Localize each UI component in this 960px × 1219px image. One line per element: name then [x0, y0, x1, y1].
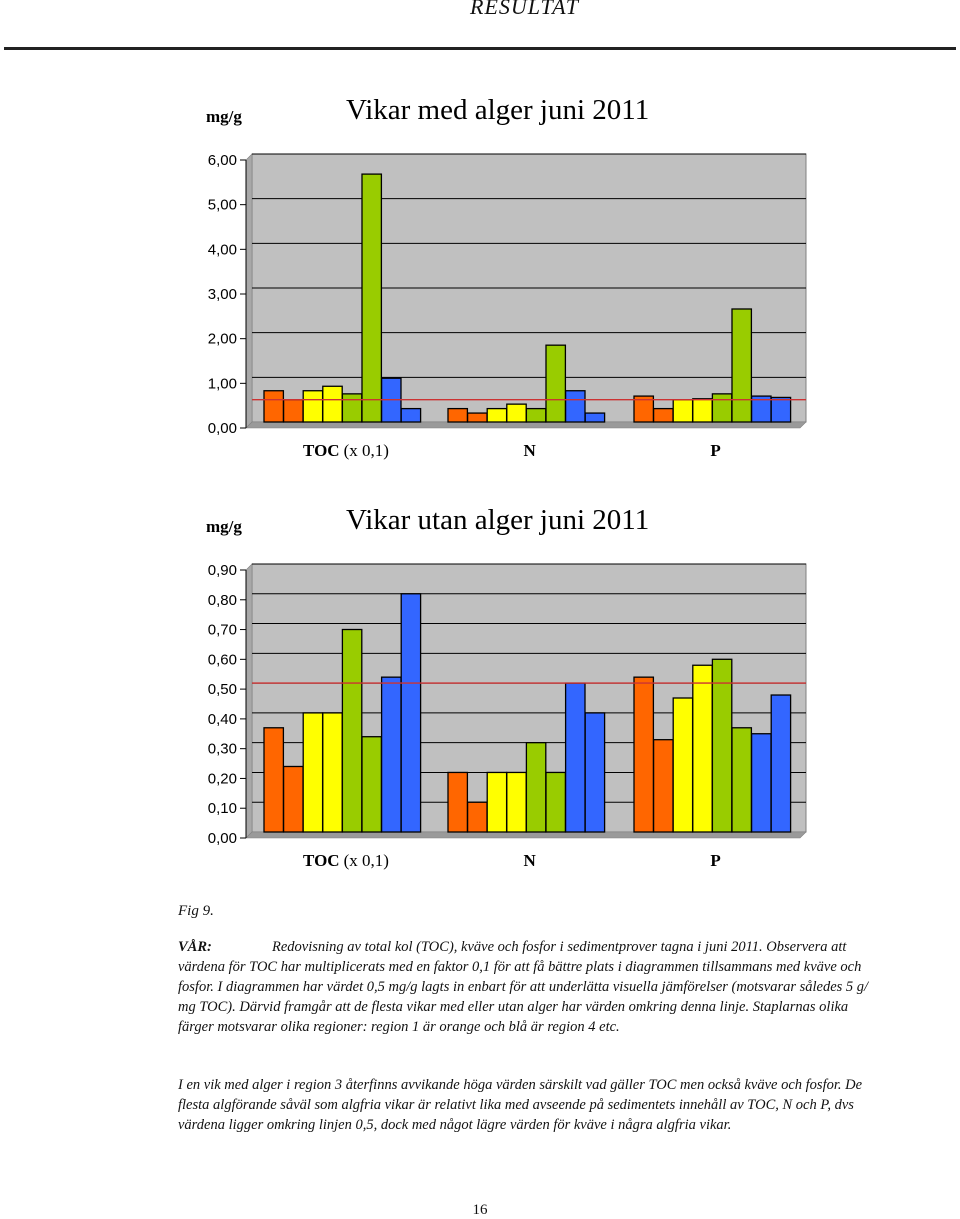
bar: [545, 771, 567, 833]
bar: [692, 398, 713, 423]
caption-season: VÅR:: [178, 939, 212, 955]
bar: [486, 771, 508, 833]
bar: [564, 682, 586, 833]
bar: [750, 733, 772, 833]
y-tick-label: 0,30: [208, 741, 237, 758]
bar: [652, 739, 674, 833]
y-tick-label: 2,00: [208, 331, 237, 348]
header-rule: [4, 47, 956, 50]
y-tick-label: 0,00: [208, 830, 237, 847]
category-suffix: (x 0,1): [344, 441, 389, 460]
bar: [545, 344, 567, 423]
bar: [711, 393, 733, 423]
chart-with-algae: 0,00 1,00 2,00 3,00 4,00 5,00 6,00 mg/g Vikar me…: [206, 94, 807, 460]
bar: [380, 676, 402, 833]
bar: [731, 308, 753, 423]
y-tick-label: 0,40: [208, 711, 237, 728]
plot-floor: [245, 421, 807, 429]
bar: [282, 765, 304, 833]
bar: [584, 412, 606, 423]
bar: [466, 412, 488, 423]
bar: [525, 407, 547, 423]
bar: [302, 712, 324, 833]
bar: [341, 628, 363, 833]
bar: [400, 407, 422, 423]
bar: [770, 396, 792, 423]
body-paragraph: I en vik med alger i region 3 återfinns …: [178, 1077, 863, 1133]
chart-title: Vikar utan alger juni 2011: [346, 504, 649, 536]
category-label: P: [710, 441, 720, 460]
bar: [466, 801, 488, 833]
bar: [564, 390, 586, 423]
y-axis-label: mg/g: [206, 107, 242, 126]
bar: [322, 712, 343, 833]
category-label: TOC: [303, 441, 340, 460]
bar: [584, 712, 606, 833]
bar: [672, 399, 694, 423]
section-title: RESULTAT: [470, 0, 580, 19]
y-tick-label: 0,00: [208, 420, 237, 437]
plot-wall: [245, 563, 253, 839]
y-tick-label: 0,10: [208, 800, 237, 817]
plot-floor: [245, 831, 807, 839]
bar: [486, 407, 508, 423]
y-axis-label: mg/g: [206, 517, 242, 536]
bar: [263, 727, 285, 833]
y-tick-label: 0,20: [208, 770, 237, 787]
plot-wall: [245, 153, 253, 429]
bar: [711, 658, 733, 833]
bar: [302, 390, 324, 423]
chart-without-algae: 0,00 0,10 0,20 0,30 0,40 0,50 0,60 0,70 0,80 0,90…: [206, 504, 807, 870]
bar: [361, 736, 383, 833]
bar: [770, 694, 792, 833]
figure-label: Fig 9.: [178, 903, 214, 919]
y-tick-label: 0,50: [208, 681, 237, 698]
category-suffix: (x 0,1): [344, 851, 389, 870]
y-tick-label: 0,80: [208, 592, 237, 609]
bar: [506, 771, 527, 833]
bar: [672, 697, 694, 833]
page-number: 16: [472, 1202, 488, 1218]
bar: [322, 385, 343, 423]
bar: [731, 727, 753, 833]
chart-title: Vikar med alger juni 2011: [346, 94, 649, 126]
y-tick-label: 6,00: [208, 152, 237, 169]
caption-text: Redovisning av total kol (TOC), kväve oc…: [178, 939, 869, 1035]
bar: [633, 676, 655, 833]
y-tick-label: 0,70: [208, 622, 237, 639]
bar: [447, 407, 469, 423]
category-label: N: [523, 441, 536, 460]
bar: [692, 664, 713, 833]
bar: [400, 593, 422, 833]
bar: [525, 742, 547, 833]
bar: [652, 407, 674, 423]
bar: [447, 771, 469, 833]
y-tick-label: 1,00: [208, 375, 237, 392]
figure-caption: VÅR: Redovisning av total kol (TOC), kväv…: [178, 937, 878, 1037]
y-tick-label: 3,00: [208, 286, 237, 303]
y-tick-label: 5,00: [208, 197, 237, 214]
bar: [263, 390, 285, 423]
y-tick-label: 0,90: [208, 562, 237, 579]
category-label: TOC: [303, 851, 340, 870]
y-tick-label: 4,00: [208, 241, 237, 258]
bar: [361, 173, 383, 423]
category-label: P: [710, 851, 720, 870]
bar: [506, 403, 527, 423]
category-label: N: [523, 851, 536, 870]
y-tick-label: 0,60: [208, 651, 237, 668]
bar: [282, 399, 304, 423]
bar: [341, 393, 363, 423]
page-header: RESULTAT: [0, 0, 960, 52]
